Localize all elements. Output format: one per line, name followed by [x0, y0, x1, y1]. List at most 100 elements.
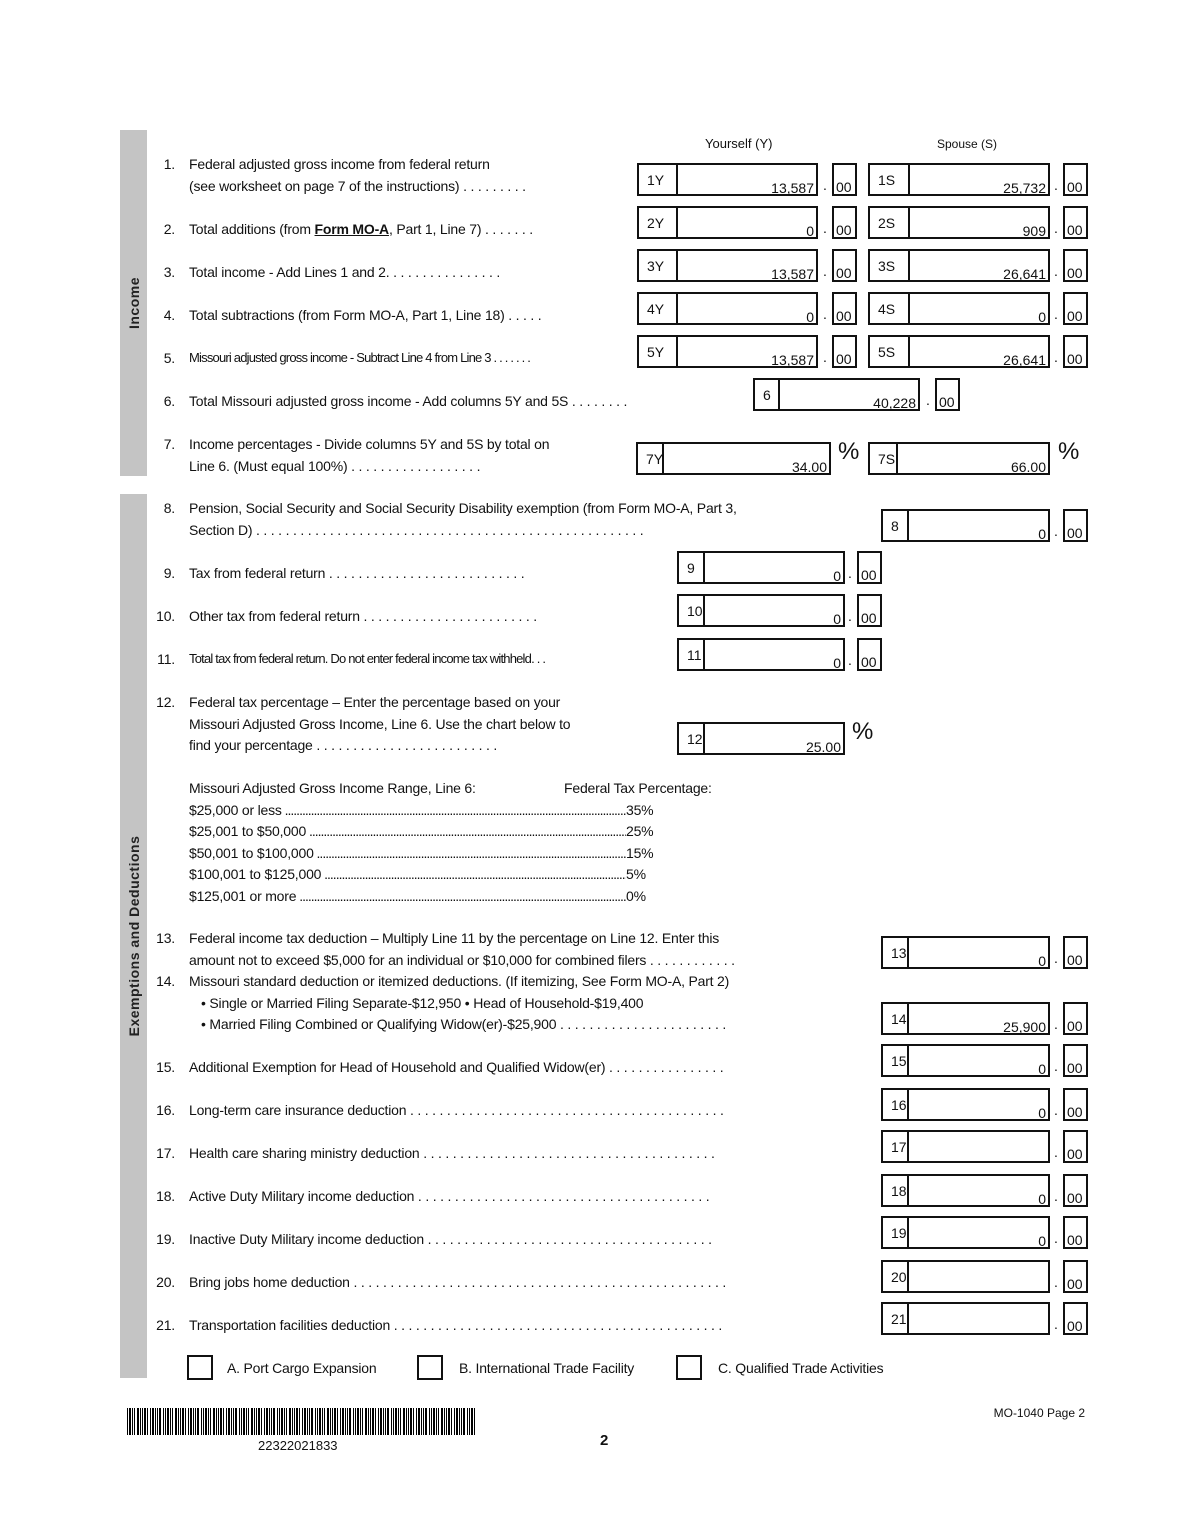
field-label: 5S — [868, 335, 908, 368]
amount-input[interactable]: 0 — [676, 206, 818, 239]
amount-input[interactable]: 0 — [908, 292, 1050, 325]
cents-input[interactable]: 00 — [832, 335, 857, 368]
amount-input[interactable]: 0 — [907, 1088, 1050, 1121]
checkbox[interactable] — [417, 1355, 443, 1380]
amount-input[interactable]: 34.00 — [662, 442, 831, 475]
cents-input[interactable]: 00 — [1063, 163, 1088, 196]
cents-input[interactable]: 00 — [832, 249, 857, 282]
amount-input[interactable]: 40,228 — [778, 378, 920, 411]
amount-input[interactable]: 13,587 — [676, 335, 818, 368]
line-description: Long-term care insurance deduction . . .… — [189, 1102, 724, 1118]
amount-input[interactable]: 0 — [907, 1216, 1050, 1249]
amount-input[interactable] — [907, 1260, 1050, 1293]
cents-input[interactable]: 00 — [1063, 1130, 1088, 1163]
barcode-bar — [431, 1408, 432, 1435]
cents-input[interactable]: 00 — [1063, 1002, 1088, 1035]
barcode-bar — [454, 1408, 455, 1435]
cents-input[interactable]: 00 — [1063, 936, 1088, 969]
barcode-bar — [436, 1408, 437, 1435]
amount-input[interactable]: 25,732 — [908, 163, 1050, 196]
barcode-bar — [403, 1408, 405, 1435]
cents-input[interactable]: 00 — [1063, 1088, 1088, 1121]
amount-input[interactable]: 0 — [907, 1174, 1050, 1207]
barcode-bar — [474, 1408, 475, 1435]
amount-input[interactable] — [907, 1130, 1050, 1163]
line-number: 14. — [156, 973, 175, 989]
amount-input[interactable]: 25,900 — [907, 1002, 1050, 1035]
amount-input[interactable]: 66.00 — [896, 442, 1050, 475]
line-description: Federal adjusted gross income from feder… — [189, 156, 490, 172]
dot-leader: ........................................… — [281, 802, 626, 818]
cents-input[interactable]: 00 — [1063, 206, 1088, 239]
cents-input[interactable]: 00 — [1063, 1302, 1088, 1335]
field-label: 19 — [881, 1216, 907, 1249]
barcode-bar — [155, 1408, 156, 1435]
field-label: 8 — [881, 509, 907, 542]
barcode-bar — [456, 1408, 458, 1435]
barcode-bar — [365, 1408, 367, 1435]
amount-input[interactable]: 0 — [676, 292, 818, 325]
cents-input[interactable]: 00 — [1063, 1216, 1088, 1249]
form-mo-a-link[interactable]: Form MO-A — [314, 221, 390, 237]
cents-input[interactable]: 00 — [832, 163, 857, 196]
barcode-bar — [172, 1408, 173, 1435]
amount-input[interactable]: 909 — [908, 206, 1050, 239]
checkbox[interactable] — [187, 1355, 213, 1380]
barcode-bar — [203, 1408, 204, 1435]
barcode-bar — [444, 1408, 445, 1435]
amount-input[interactable]: 26,641 — [908, 335, 1050, 368]
barcode-bar — [362, 1408, 363, 1435]
amount-input[interactable]: 13,587 — [676, 249, 818, 282]
chart-header-percentage: Federal Tax Percentage: — [564, 780, 712, 796]
rate-range: $25,001 to $50,000 .....................… — [189, 823, 626, 839]
cents-input[interactable]: 00 — [935, 378, 960, 411]
line-number: 4. — [163, 307, 175, 323]
amount-input[interactable]: 0 — [703, 638, 845, 671]
cents-input[interactable]: 00 — [1063, 1044, 1088, 1077]
column-header-yourself: Yourself (Y) — [705, 136, 773, 151]
cents-input[interactable]: 00 — [857, 638, 882, 671]
amount-input[interactable] — [907, 1302, 1050, 1335]
field-label: 6 — [753, 378, 778, 411]
field-label: 20 — [881, 1260, 907, 1293]
cents-input[interactable]: 00 — [1063, 509, 1088, 542]
amount-input[interactable]: 0 — [703, 551, 845, 584]
amount-input[interactable]: 0 — [907, 936, 1050, 969]
barcode-bar — [243, 1408, 245, 1435]
amount-input[interactable]: 13,587 — [676, 163, 818, 196]
checkbox[interactable] — [676, 1355, 702, 1380]
barcode-bar — [370, 1408, 371, 1435]
cents-input[interactable]: 00 — [832, 206, 857, 239]
barcode-bar — [220, 1408, 222, 1435]
barcode-bar — [233, 1408, 234, 1435]
amount-input[interactable]: 25.00 — [703, 722, 845, 755]
barcode-bar — [332, 1408, 333, 1435]
amount-input[interactable]: 0 — [703, 594, 845, 627]
cents-input[interactable]: 00 — [1063, 249, 1088, 282]
barcode-bar — [185, 1408, 186, 1435]
line-description: find your percentage . . . . . . . . . .… — [189, 737, 498, 753]
decimal-point: . — [1054, 1274, 1058, 1290]
barcode-number: 22322021833 — [258, 1438, 338, 1453]
cents-input[interactable]: 00 — [1063, 335, 1088, 368]
line-description: • Single or Married Filing Separate-$12,… — [201, 995, 644, 1011]
cents-input[interactable]: 00 — [832, 292, 857, 325]
cents-input[interactable]: 00 — [857, 594, 882, 627]
amount-input[interactable]: 0 — [907, 509, 1050, 542]
cents-input[interactable]: 00 — [1063, 292, 1088, 325]
cents-input[interactable]: 00 — [1063, 1260, 1088, 1293]
barcode-bar — [368, 1408, 369, 1435]
cents-input[interactable]: 00 — [1063, 1174, 1088, 1207]
decimal-point: . — [1054, 349, 1058, 365]
line-description: Active Duty Military income deduction . … — [189, 1188, 710, 1204]
field-label: 1S — [868, 163, 908, 196]
barcode-bar — [264, 1408, 265, 1435]
cents-input[interactable]: 00 — [857, 551, 882, 584]
barcode-bar — [416, 1408, 417, 1435]
barcode-bar — [461, 1408, 462, 1435]
amount-input[interactable]: 0 — [907, 1044, 1050, 1077]
barcode-bar — [182, 1408, 184, 1435]
barcode-bar — [385, 1408, 386, 1435]
amount-input[interactable]: 26,641 — [908, 249, 1050, 282]
line-number: 21. — [156, 1317, 175, 1333]
